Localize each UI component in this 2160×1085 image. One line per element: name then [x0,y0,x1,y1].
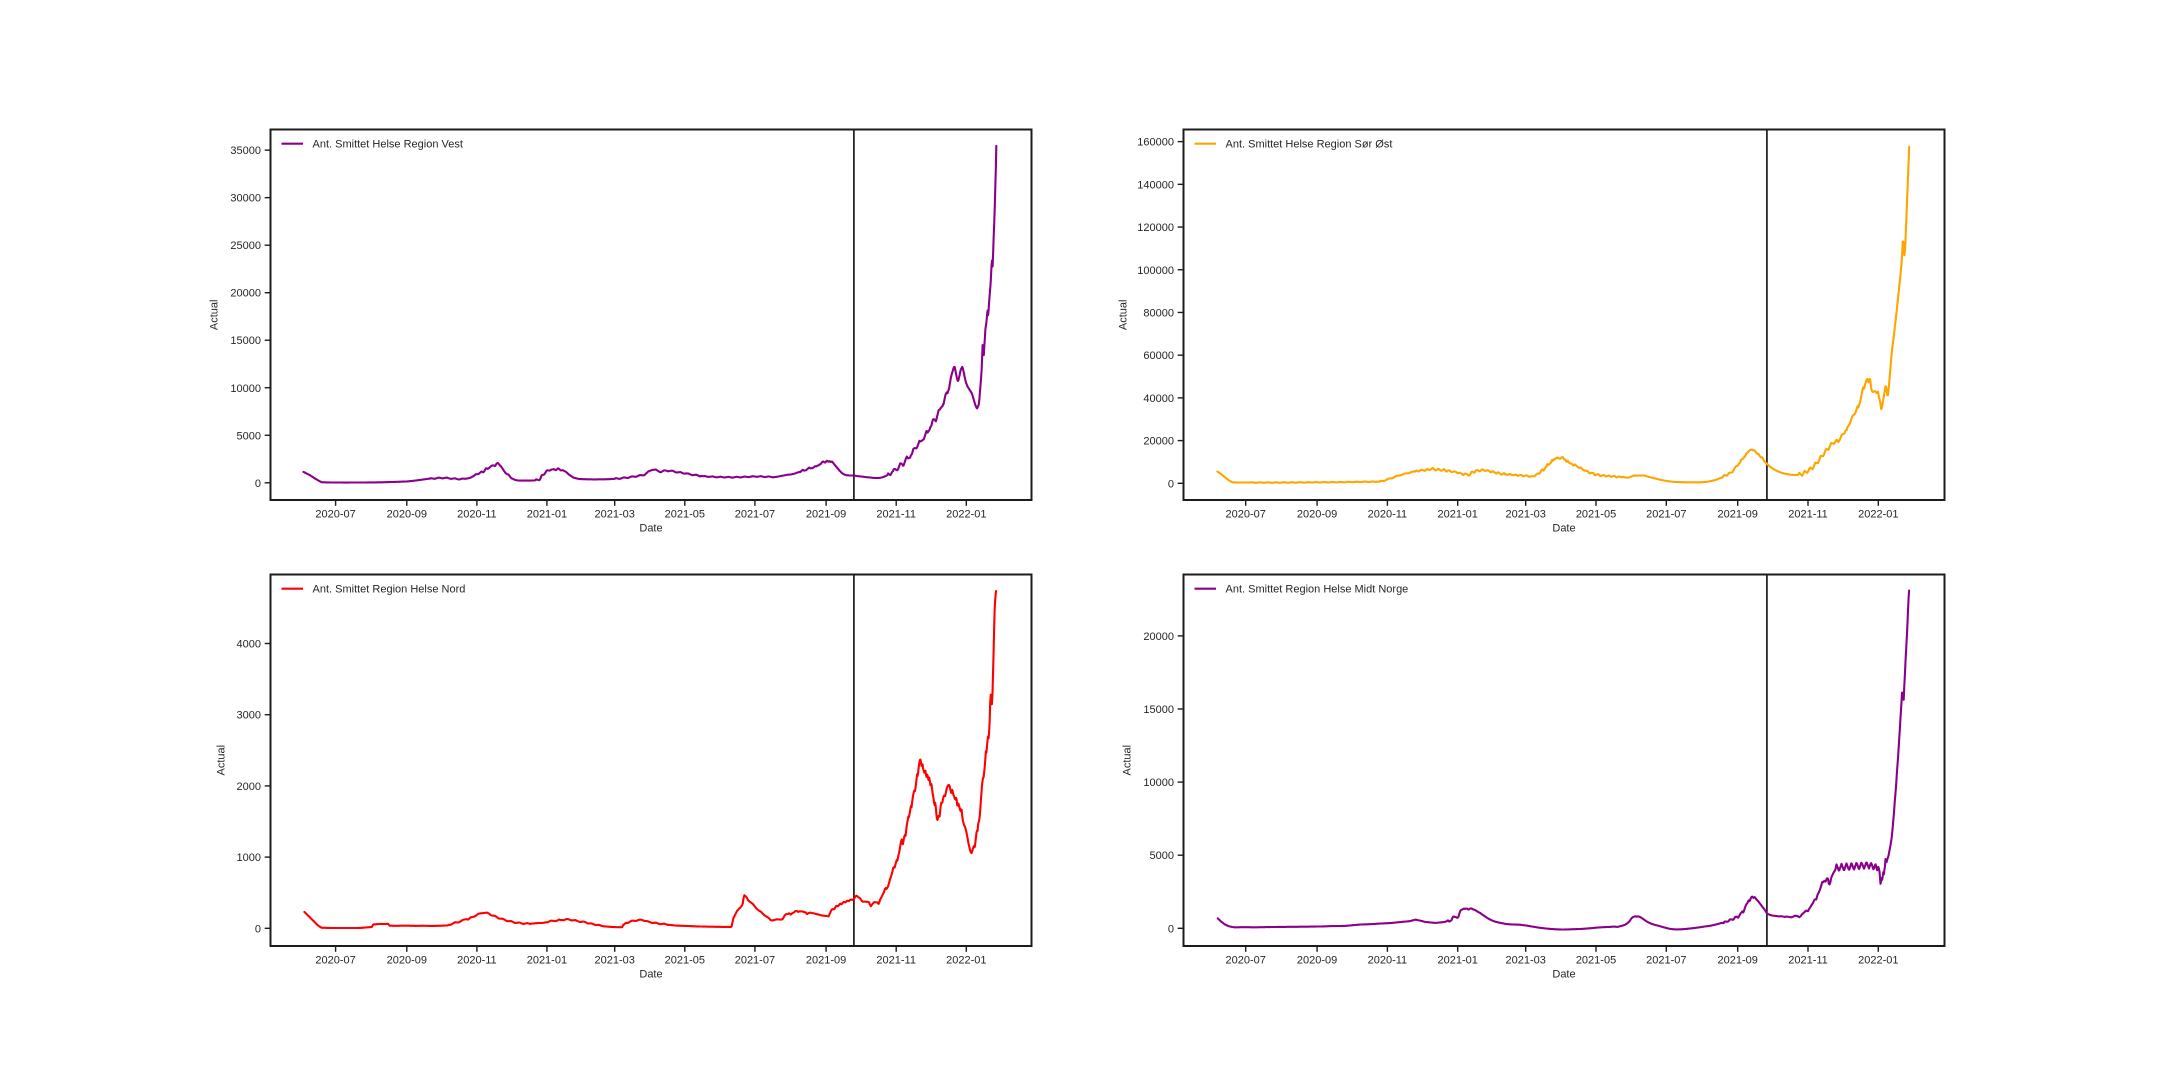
svg-text:2021-11: 2021-11 [876,509,916,521]
svg-text:2021-09: 2021-09 [1718,955,1758,967]
svg-text:2021-07: 2021-07 [1646,509,1686,521]
svg-text:2021-09: 2021-09 [1718,509,1758,521]
svg-text:0: 0 [1168,478,1174,490]
svg-text:2022-01: 2022-01 [1858,509,1898,521]
svg-text:2021-01: 2021-01 [527,509,567,521]
svg-text:2021-05: 2021-05 [1576,955,1616,967]
svg-text:2020-09: 2020-09 [387,955,427,967]
svg-text:2021-07: 2021-07 [1646,955,1686,967]
svg-text:2021-05: 2021-05 [1576,509,1616,521]
svg-text:Actual: Actual [1122,745,1134,776]
svg-text:60000: 60000 [1143,350,1174,362]
svg-text:2022-01: 2022-01 [946,509,986,521]
svg-text:20000: 20000 [230,288,261,300]
svg-text:2021-11: 2021-11 [876,955,916,967]
svg-text:Date: Date [639,968,662,980]
svg-text:2021-05: 2021-05 [665,955,705,967]
svg-text:2020-11: 2020-11 [1368,509,1408,521]
svg-text:2021-11: 2021-11 [1788,509,1828,521]
svg-text:2021-05: 2021-05 [665,509,705,521]
svg-text:2021-03: 2021-03 [595,509,635,521]
svg-text:2021-07: 2021-07 [735,509,775,521]
svg-text:2022-01: 2022-01 [946,955,986,967]
svg-text:15000: 15000 [230,335,261,347]
svg-text:40000: 40000 [1143,393,1174,405]
svg-text:2020-07: 2020-07 [315,955,355,967]
svg-text:2020-11: 2020-11 [457,509,497,521]
svg-text:2020-09: 2020-09 [1297,509,1337,521]
svg-text:2022-01: 2022-01 [1858,955,1898,967]
svg-text:2021-09: 2021-09 [806,955,846,967]
svg-text:Date: Date [1552,522,1575,534]
svg-text:Actual: Actual [209,300,221,331]
svg-text:2021-03: 2021-03 [1506,955,1546,967]
svg-text:15000: 15000 [1143,704,1174,716]
svg-text:Date: Date [1552,968,1575,980]
svg-text:20000: 20000 [1143,631,1174,643]
svg-text:2021-11: 2021-11 [1788,955,1828,967]
svg-text:Date: Date [639,522,662,534]
svg-text:2021-03: 2021-03 [1506,509,1546,521]
svg-text:2021-01: 2021-01 [527,955,567,967]
svg-text:Ant. Smittet Region Helse Nord: Ant. Smittet Region Helse Nord [313,584,466,596]
svg-text:Actual: Actual [1117,300,1129,331]
svg-text:5000: 5000 [1150,850,1174,862]
svg-text:5000: 5000 [237,430,261,442]
svg-text:100000: 100000 [1137,265,1174,277]
svg-text:2020-09: 2020-09 [387,509,427,521]
svg-text:10000: 10000 [230,383,261,395]
svg-text:0: 0 [255,923,261,935]
svg-text:2021-03: 2021-03 [595,955,635,967]
svg-text:2020-07: 2020-07 [1226,509,1266,521]
svg-text:0: 0 [255,478,261,490]
svg-text:Ant. Smittet Helse Region Vest: Ant. Smittet Helse Region Vest [313,139,463,151]
svg-text:120000: 120000 [1137,222,1174,234]
svg-text:2021-09: 2021-09 [806,509,846,521]
svg-text:4000: 4000 [237,639,261,651]
svg-text:2000: 2000 [237,781,261,793]
svg-text:Ant. Smittet Region Helse Midt: Ant. Smittet Region Helse Midt Norge [1226,584,1409,596]
svg-text:160000: 160000 [1137,137,1174,149]
svg-text:0: 0 [1168,923,1174,935]
svg-text:140000: 140000 [1137,179,1174,191]
svg-text:30000: 30000 [230,193,261,205]
svg-text:2020-07: 2020-07 [1226,955,1266,967]
svg-text:Ant. Smittet Helse Region Sør: Ant. Smittet Helse Region Sør Øst [1226,139,1393,151]
svg-text:Actual: Actual [216,745,228,776]
svg-text:20000: 20000 [1143,436,1174,448]
svg-text:2021-01: 2021-01 [1438,955,1478,967]
svg-text:1000: 1000 [237,852,261,864]
svg-text:2020-11: 2020-11 [1368,955,1408,967]
svg-text:3000: 3000 [237,710,261,722]
svg-text:25000: 25000 [230,240,261,252]
svg-text:80000: 80000 [1143,307,1174,319]
svg-text:2021-07: 2021-07 [735,955,775,967]
svg-text:2020-11: 2020-11 [457,955,497,967]
svg-text:2020-07: 2020-07 [315,509,355,521]
svg-text:10000: 10000 [1143,777,1174,789]
svg-text:2020-09: 2020-09 [1297,955,1337,967]
svg-text:2021-01: 2021-01 [1438,509,1478,521]
svg-text:35000: 35000 [230,145,261,157]
